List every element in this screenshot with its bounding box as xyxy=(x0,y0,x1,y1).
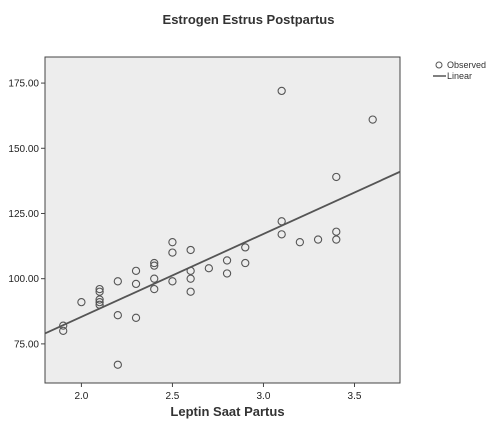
y-tick-label: 100.00 xyxy=(8,274,39,285)
data-point xyxy=(277,230,286,239)
observed-points xyxy=(59,86,377,369)
data-point xyxy=(59,321,68,330)
x-axis: 2.0 2.5 3.0 3.5 xyxy=(74,383,362,402)
data-point xyxy=(277,217,286,226)
legend-observed-marker xyxy=(435,61,443,69)
plot-area xyxy=(44,56,401,384)
legend-observed-label: Observed xyxy=(447,60,486,70)
data-point xyxy=(168,248,177,257)
data-point xyxy=(222,269,232,278)
data-point xyxy=(168,238,177,247)
data-point xyxy=(59,326,68,335)
data-point xyxy=(186,266,195,276)
chart-title: Estrogen Estrus Postpartus xyxy=(162,12,335,27)
x-tick-label: 3.5 xyxy=(348,391,362,402)
data-point xyxy=(150,261,159,270)
data-point xyxy=(113,360,122,369)
data-point xyxy=(150,274,159,283)
data-point xyxy=(241,243,250,252)
legend: Observed Linear xyxy=(433,60,486,81)
data-point xyxy=(332,235,341,244)
x-axis-label: Leptin Saat Partus xyxy=(170,404,284,419)
y-tick-label: 150.00 xyxy=(8,144,39,155)
data-point xyxy=(241,258,250,268)
data-point xyxy=(131,266,141,276)
data-point xyxy=(77,298,86,307)
data-point xyxy=(222,256,232,265)
data-point xyxy=(168,277,177,286)
legend-linear-label: Linear xyxy=(447,71,472,81)
linear-fit-line xyxy=(44,170,401,335)
data-point xyxy=(204,264,213,273)
data-point xyxy=(295,238,305,247)
x-tick-label: 3.0 xyxy=(257,391,271,402)
data-point xyxy=(113,277,122,286)
y-tick-label: 75.00 xyxy=(14,339,39,350)
y-tick-label: 125.00 xyxy=(8,209,39,220)
data-point xyxy=(131,279,141,289)
data-point xyxy=(186,287,195,296)
data-point xyxy=(277,86,286,96)
data-point xyxy=(95,295,104,304)
data-point xyxy=(113,311,122,320)
data-point xyxy=(313,235,323,244)
data-point xyxy=(95,284,104,294)
data-point xyxy=(95,298,104,307)
y-tick-label: 175.00 xyxy=(8,79,39,90)
data-point xyxy=(150,284,159,294)
data-point xyxy=(95,300,104,309)
data-point xyxy=(368,115,377,124)
data-point xyxy=(95,287,104,296)
data-point xyxy=(186,274,195,283)
data-point xyxy=(186,245,195,255)
x-tick-label: 2.5 xyxy=(165,391,179,402)
data-point xyxy=(332,227,341,236)
data-point xyxy=(150,258,159,268)
data-point xyxy=(131,313,141,322)
y-axis: 75.00 100.00 125.00 150.00 175.00 xyxy=(8,79,45,350)
x-tick-label: 2.0 xyxy=(74,391,88,402)
data-point xyxy=(332,172,341,182)
